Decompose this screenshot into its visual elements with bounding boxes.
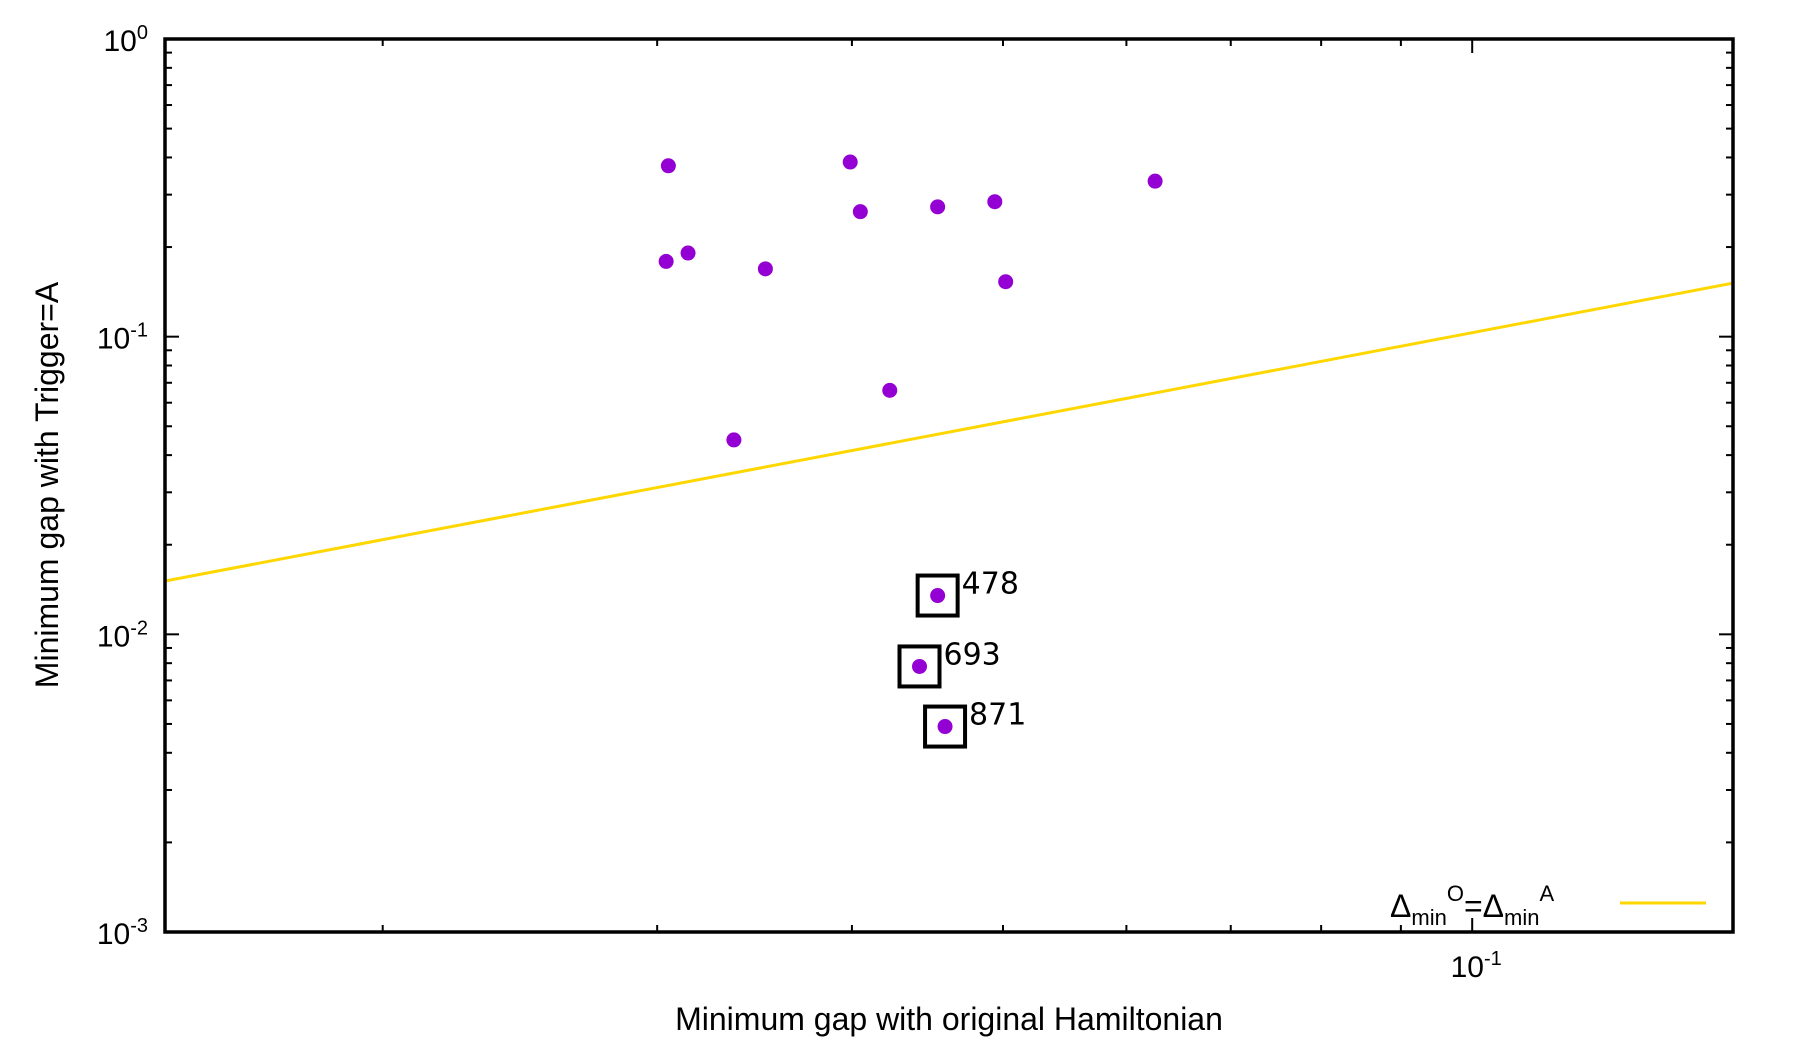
plot-area: 478 693 871 <box>165 154 1733 749</box>
plot-frame <box>163 37 1735 934</box>
data-point <box>930 199 946 215</box>
y-tick-label: 10-3 <box>97 915 148 951</box>
data-point <box>852 204 868 220</box>
point-label: 478 <box>962 567 1019 602</box>
x-axis-label: Minimum gap with original Hamiltonian <box>675 1001 1223 1037</box>
data-point <box>726 432 742 448</box>
highlighted-data-point <box>930 588 946 604</box>
data-point <box>987 194 1003 210</box>
data-point <box>680 245 696 261</box>
axis-ticks <box>165 38 1733 933</box>
highlighted-data-point <box>912 658 928 674</box>
y-tick-label: 100 <box>104 22 149 58</box>
data-point <box>998 274 1014 290</box>
legend: ΔminO=ΔminA <box>1390 881 1706 930</box>
data-point <box>1147 173 1163 189</box>
x-tick-label: 10-1 <box>1451 948 1502 984</box>
data-point <box>882 382 898 398</box>
legend-label: ΔminO=ΔminA <box>1390 881 1554 930</box>
reference-line <box>165 281 1733 583</box>
point-label: 871 <box>969 698 1026 733</box>
highlight-box <box>923 704 968 749</box>
y-tick-label: 10-2 <box>97 617 148 653</box>
data-point <box>757 261 773 277</box>
data-point <box>842 154 858 170</box>
y-tick-label: 10-1 <box>97 320 148 356</box>
highlighted-data-point <box>937 719 953 735</box>
data-point <box>658 253 674 269</box>
highlight-box <box>897 644 942 689</box>
highlight-box <box>915 573 960 618</box>
tick-labels: 100 10-1 10-2 10-3 10-1 <box>97 22 1502 984</box>
point-label: 693 <box>944 637 1001 672</box>
y-axis-label: Minimum gap with Trigger=A <box>29 281 65 688</box>
data-point <box>660 158 676 174</box>
